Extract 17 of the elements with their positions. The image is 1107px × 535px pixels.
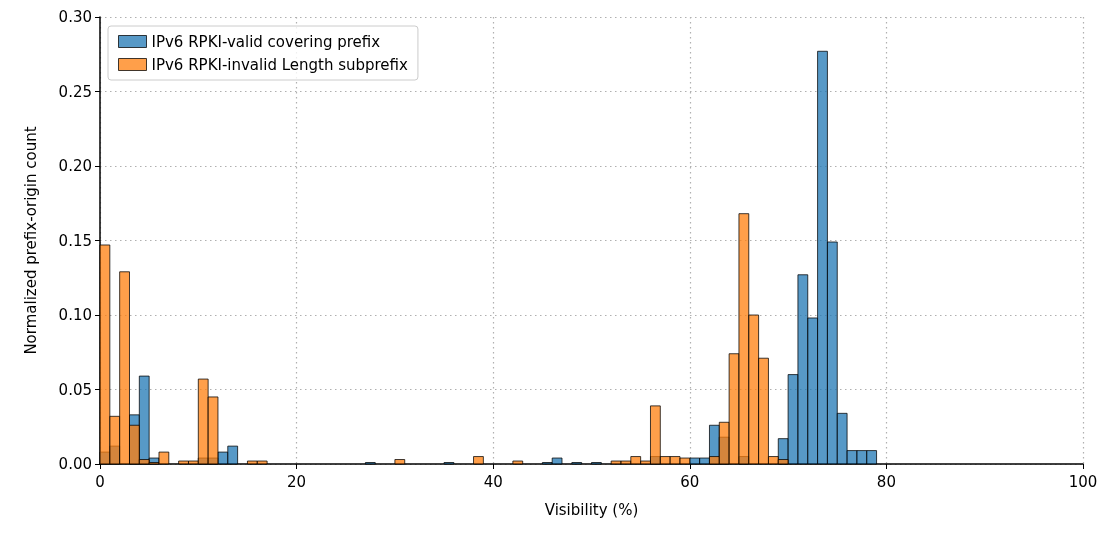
x-tick-label: 0 (95, 472, 105, 491)
legend-label: IPv6 RPKI-invalid Length subprefix (151, 55, 409, 74)
x-tick-label: 60 (680, 472, 700, 491)
legend-label: IPv6 RPKI-valid covering prefix (151, 32, 381, 51)
y-tick-label: 0.00 (58, 455, 92, 473)
x-tick-label: 20 (287, 472, 307, 491)
y-tick-label: 0.30 (58, 8, 92, 26)
x-tick-label: 80 (876, 472, 896, 491)
x-tick-label: 40 (483, 472, 503, 491)
y-axis-title: Normalized prefix-origin count (21, 126, 40, 355)
y-tick-label: 0.25 (58, 82, 92, 101)
y-tick-label: 0.10 (58, 306, 92, 324)
x-axis-title: Visibility (%) (544, 500, 639, 519)
y-tick-label: 0.20 (58, 157, 92, 175)
x-tick-label: 100 (1068, 472, 1098, 491)
y-tick-label: 0.05 (58, 380, 92, 399)
y-tick-label: 0.15 (58, 231, 92, 250)
